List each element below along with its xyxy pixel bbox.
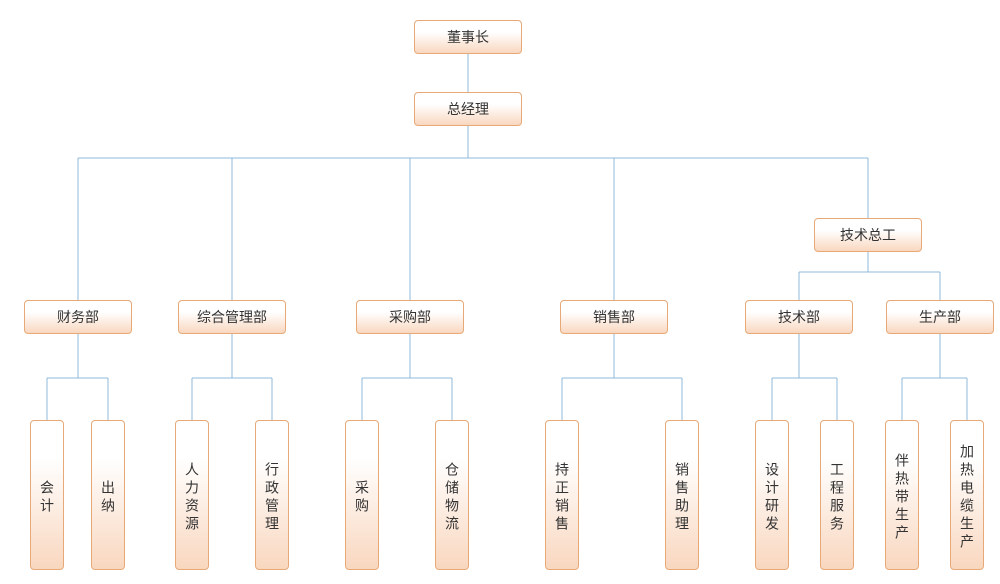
org-node-n1: 董事长 — [414, 20, 522, 54]
org-node-n8: 技术部 — [745, 300, 853, 334]
org-node-v9: 设计研发 — [755, 420, 789, 570]
org-node-n6: 采购部 — [356, 300, 464, 334]
org-node-v12: 加热电缆生产 — [950, 420, 984, 570]
org-node-v10: 工程服务 — [820, 420, 854, 570]
org-node-n9: 生产部 — [886, 300, 994, 334]
org-node-n7: 销售部 — [560, 300, 668, 334]
org-node-n3: 技术总工 — [814, 218, 922, 252]
org-node-v4: 行政管理 — [255, 420, 289, 570]
org-node-v11: 伴热带生产 — [885, 420, 919, 570]
org-node-v3: 人力资源 — [175, 420, 209, 570]
org-node-n5: 综合管理部 — [178, 300, 286, 334]
org-node-v7: 持正销售 — [545, 420, 579, 570]
org-node-v8: 销售助理 — [665, 420, 699, 570]
org-node-v1: 会计 — [30, 420, 64, 570]
org-node-v5: 采购 — [345, 420, 379, 570]
org-node-n2: 总经理 — [414, 92, 522, 126]
org-node-v6: 仓储物流 — [435, 420, 469, 570]
org-node-v2: 出纳 — [91, 420, 125, 570]
org-node-n4: 财务部 — [24, 300, 132, 334]
